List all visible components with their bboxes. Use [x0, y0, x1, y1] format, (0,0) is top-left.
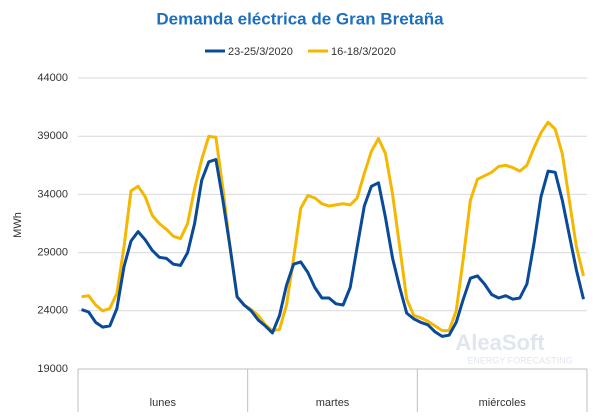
legend-label: 16-18/3/2020 [331, 46, 396, 58]
y-tick-label: 24000 [37, 305, 68, 317]
watermark-tagline: ENERGY FORECASTING [467, 355, 572, 365]
y-axis-label: MWh [12, 212, 24, 238]
y-tick-label: 44000 [37, 72, 68, 84]
y-tick-label: 34000 [37, 188, 68, 200]
x-tick-label: lunes [150, 397, 177, 409]
watermark-brand: AleaSoft [455, 330, 545, 355]
x-tick-label: miércoles [479, 397, 527, 409]
y-tick-label: 19000 [37, 363, 68, 375]
series-line [81, 120, 585, 333]
y-tick-label: 29000 [37, 247, 68, 259]
chart-title: Demanda eléctrica de Gran Bretaña [156, 9, 444, 28]
y-tick-label: 39000 [37, 130, 68, 142]
x-tick-label: martes [316, 397, 350, 409]
legend-label: 23-25/3/2020 [228, 46, 293, 58]
series-line [81, 158, 585, 338]
